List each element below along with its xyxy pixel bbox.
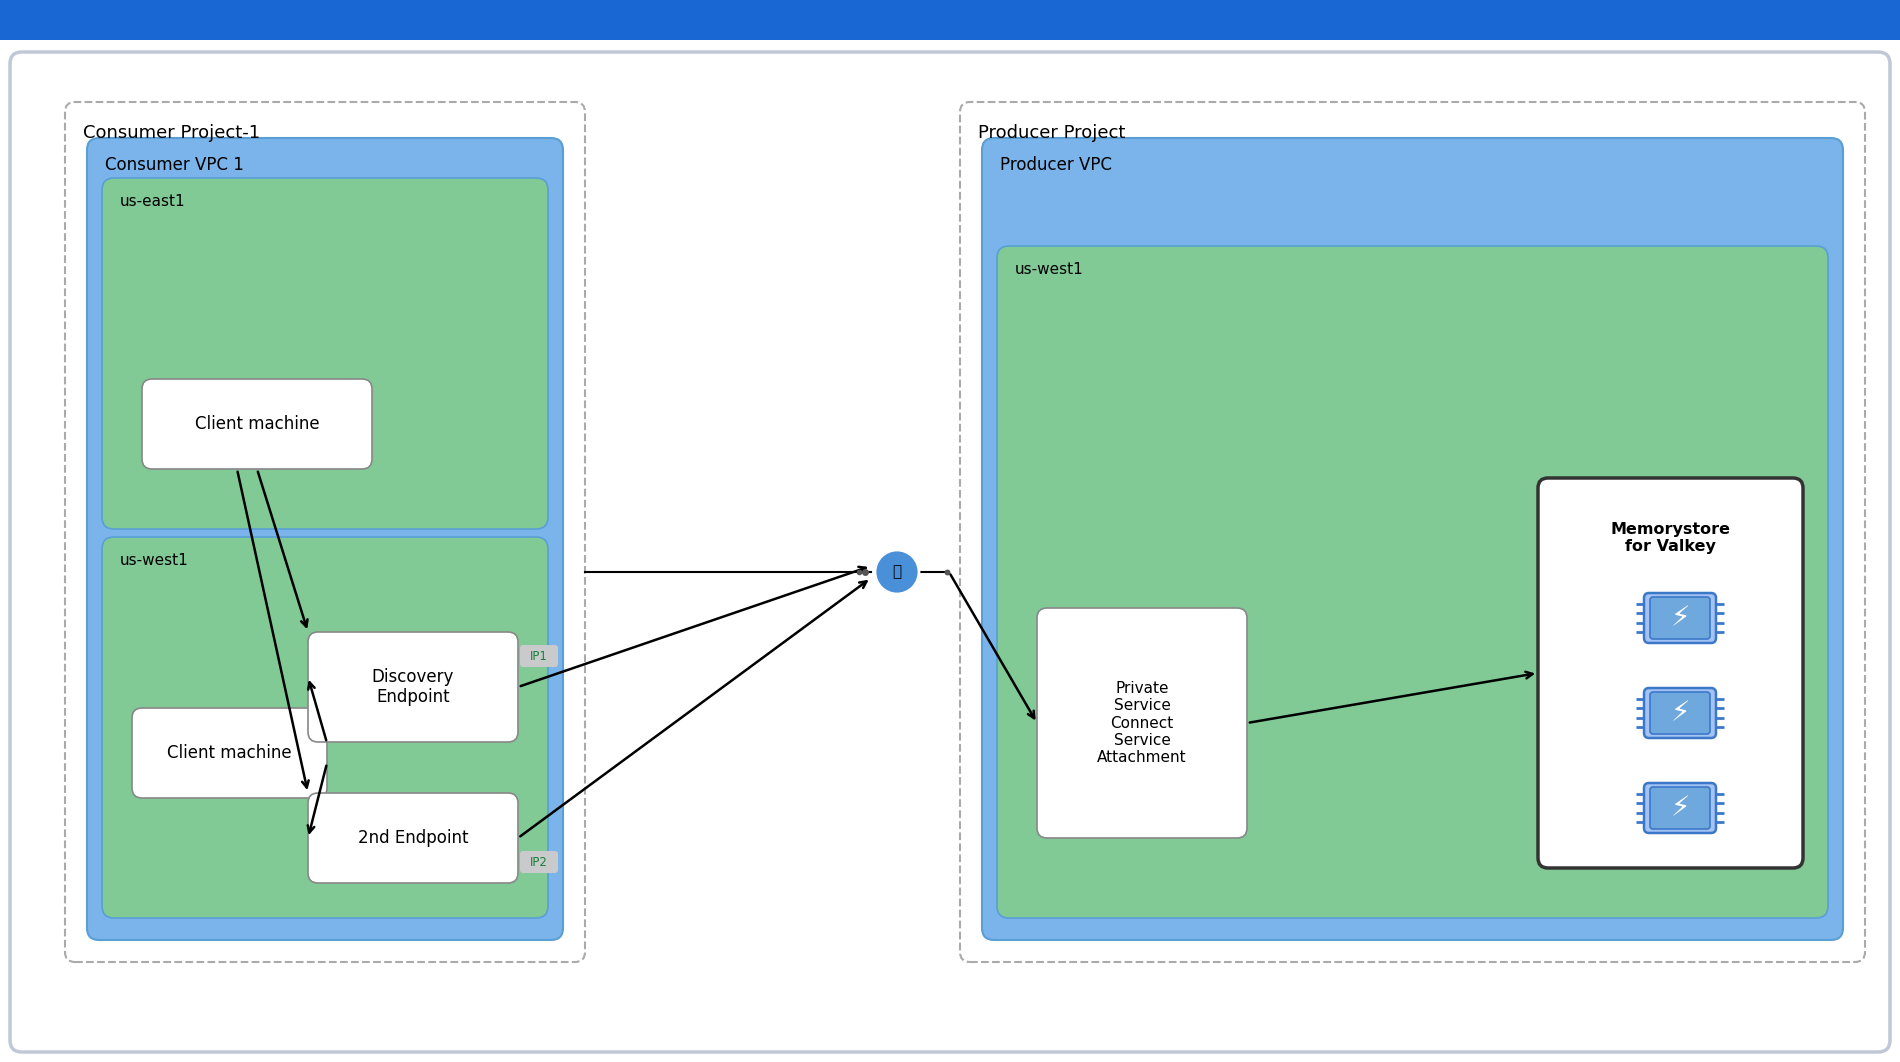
FancyBboxPatch shape [1649,597,1710,639]
Text: ⚡: ⚡ [1670,699,1689,727]
Circle shape [876,550,920,594]
FancyBboxPatch shape [308,793,519,883]
FancyBboxPatch shape [521,851,559,873]
Text: Producer VPC: Producer VPC [999,156,1112,174]
Text: Client machine: Client machine [167,744,291,763]
Text: Client machine: Client machine [194,415,319,433]
Text: Consumer Project-1: Consumer Project-1 [84,124,260,142]
Text: ⚡: ⚡ [1670,794,1689,822]
FancyBboxPatch shape [103,178,547,529]
FancyBboxPatch shape [1649,787,1710,829]
Text: us-east1: us-east1 [120,194,186,209]
Text: IP1: IP1 [530,650,547,663]
Text: IP2: IP2 [530,856,547,869]
Text: Consumer VPC 1: Consumer VPC 1 [104,156,243,174]
FancyBboxPatch shape [142,379,372,469]
Text: Memorystore
for Valkey: Memorystore for Valkey [1609,521,1731,554]
FancyBboxPatch shape [1644,783,1716,833]
FancyBboxPatch shape [1644,688,1716,738]
FancyBboxPatch shape [308,632,519,742]
FancyBboxPatch shape [521,645,559,667]
FancyBboxPatch shape [131,708,327,798]
Text: Discovery
Endpoint: Discovery Endpoint [372,668,454,706]
FancyBboxPatch shape [65,102,585,962]
FancyBboxPatch shape [982,138,1843,940]
Text: Producer Project: Producer Project [978,124,1125,142]
Text: Private
Service
Connect
Service
Attachment: Private Service Connect Service Attachme… [1096,681,1188,766]
FancyBboxPatch shape [10,52,1890,1052]
FancyBboxPatch shape [1037,609,1246,838]
Text: ⚡: ⚡ [1670,604,1689,632]
FancyBboxPatch shape [1644,593,1716,643]
Text: us-west1: us-west1 [120,553,188,568]
FancyBboxPatch shape [1649,692,1710,734]
FancyBboxPatch shape [1537,478,1803,868]
FancyBboxPatch shape [103,537,547,918]
Text: 2nd Endpoint: 2nd Endpoint [357,829,467,847]
FancyBboxPatch shape [998,246,1828,918]
Text: 🔒: 🔒 [893,565,902,580]
Text: us-west1: us-west1 [1015,262,1083,277]
FancyBboxPatch shape [960,102,1866,962]
FancyBboxPatch shape [87,138,562,940]
Text: Google Cloud: Google Cloud [23,10,188,30]
Bar [0,0,1900,40]
